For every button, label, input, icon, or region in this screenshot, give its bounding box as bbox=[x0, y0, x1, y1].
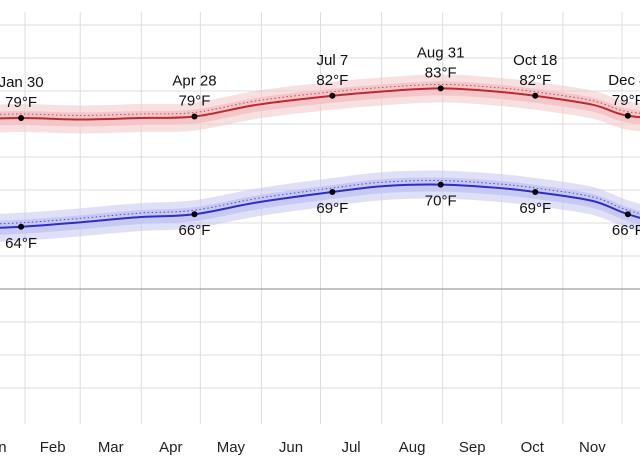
low-inner-band bbox=[0, 177, 640, 235]
high-inner-band bbox=[0, 81, 640, 127]
low-temp-label: 69°F bbox=[519, 200, 551, 217]
high-date-label: Dec 4 bbox=[608, 72, 640, 89]
high-point bbox=[532, 92, 539, 99]
high-temp-label: 79°F bbox=[179, 93, 211, 110]
high-temp-label: 83°F bbox=[425, 64, 457, 81]
high-point bbox=[329, 92, 336, 99]
low-temp-label: 70°F bbox=[425, 193, 457, 210]
chart-points bbox=[18, 85, 631, 230]
high-temp-label: 79°F bbox=[5, 94, 37, 111]
high-date-label: Aug 31 bbox=[417, 44, 465, 61]
month-tick-label: Mar bbox=[98, 439, 124, 456]
month-tick-label: Feb bbox=[40, 439, 66, 456]
high-point bbox=[624, 112, 631, 119]
x-axis: JanFebMarAprMayJunJulAugSepOctNovDec bbox=[0, 439, 640, 456]
low-temp-label: 64°F bbox=[5, 235, 37, 252]
month-tick-label: Nov bbox=[579, 439, 606, 456]
chart-lines bbox=[0, 83, 640, 229]
high-point bbox=[191, 113, 198, 120]
low-point bbox=[191, 211, 198, 218]
month-tick-label: Sep bbox=[459, 439, 486, 456]
month-tick-label: Jun bbox=[279, 439, 303, 456]
low-point bbox=[437, 181, 444, 188]
chart-bands bbox=[0, 74, 640, 242]
low-point bbox=[532, 189, 539, 195]
high-point bbox=[437, 85, 444, 92]
month-tick-label: Aug bbox=[399, 439, 426, 456]
month-tick-label: Apr bbox=[159, 439, 182, 456]
low-temp-label: 66°F bbox=[179, 222, 211, 239]
month-tick-label: May bbox=[217, 439, 246, 456]
month-tick-label: Jan bbox=[0, 439, 7, 456]
high-temp-label: 82°F bbox=[519, 72, 551, 89]
low-point bbox=[624, 211, 631, 218]
high-record-line bbox=[0, 83, 640, 116]
low-temp-label: 66°F bbox=[612, 222, 640, 239]
high-point bbox=[18, 115, 25, 121]
low-point bbox=[329, 189, 336, 195]
low-series-line bbox=[0, 183, 640, 229]
high-date-label: Oct 18 bbox=[513, 52, 557, 69]
low-point bbox=[18, 223, 25, 230]
low-temp-label: 69°F bbox=[316, 200, 348, 217]
month-tick-label: Jul bbox=[341, 439, 360, 456]
high-date-label: Jan 30 bbox=[0, 74, 44, 91]
high-series-line bbox=[0, 87, 640, 121]
month-tick-label: Oct bbox=[521, 439, 545, 456]
high-temp-label: 82°F bbox=[316, 72, 348, 89]
chart-labels: Jan 30 79°F Apr 28 79°F Jul 7 82°F Aug 31 83°F O… bbox=[0, 44, 640, 251]
high-date-label: Apr 28 bbox=[172, 73, 216, 90]
high-date-label: Jul 7 bbox=[317, 52, 349, 69]
high-temp-label: 79°F bbox=[612, 92, 640, 109]
